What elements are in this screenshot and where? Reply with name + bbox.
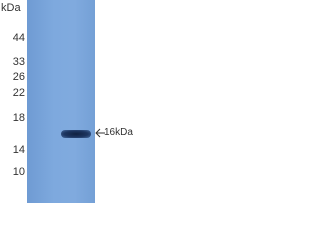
marker-label: 33 [12,56,25,68]
marker-label: 26 [12,71,25,83]
marker-label: 44 [12,32,25,44]
blot-lane [27,0,95,203]
unit-label: kDa [1,2,21,14]
marker-label: 18 [12,112,25,124]
marker-label: 14 [12,144,25,156]
protein-band [61,130,91,138]
band-label: 16kDa [104,127,133,138]
blot-figure: kDa 44 33 26 22 18 14 10 16kDa [0,0,133,203]
marker-label: 22 [12,87,25,99]
band-arrow [95,128,105,138]
marker-label: 10 [12,166,25,178]
